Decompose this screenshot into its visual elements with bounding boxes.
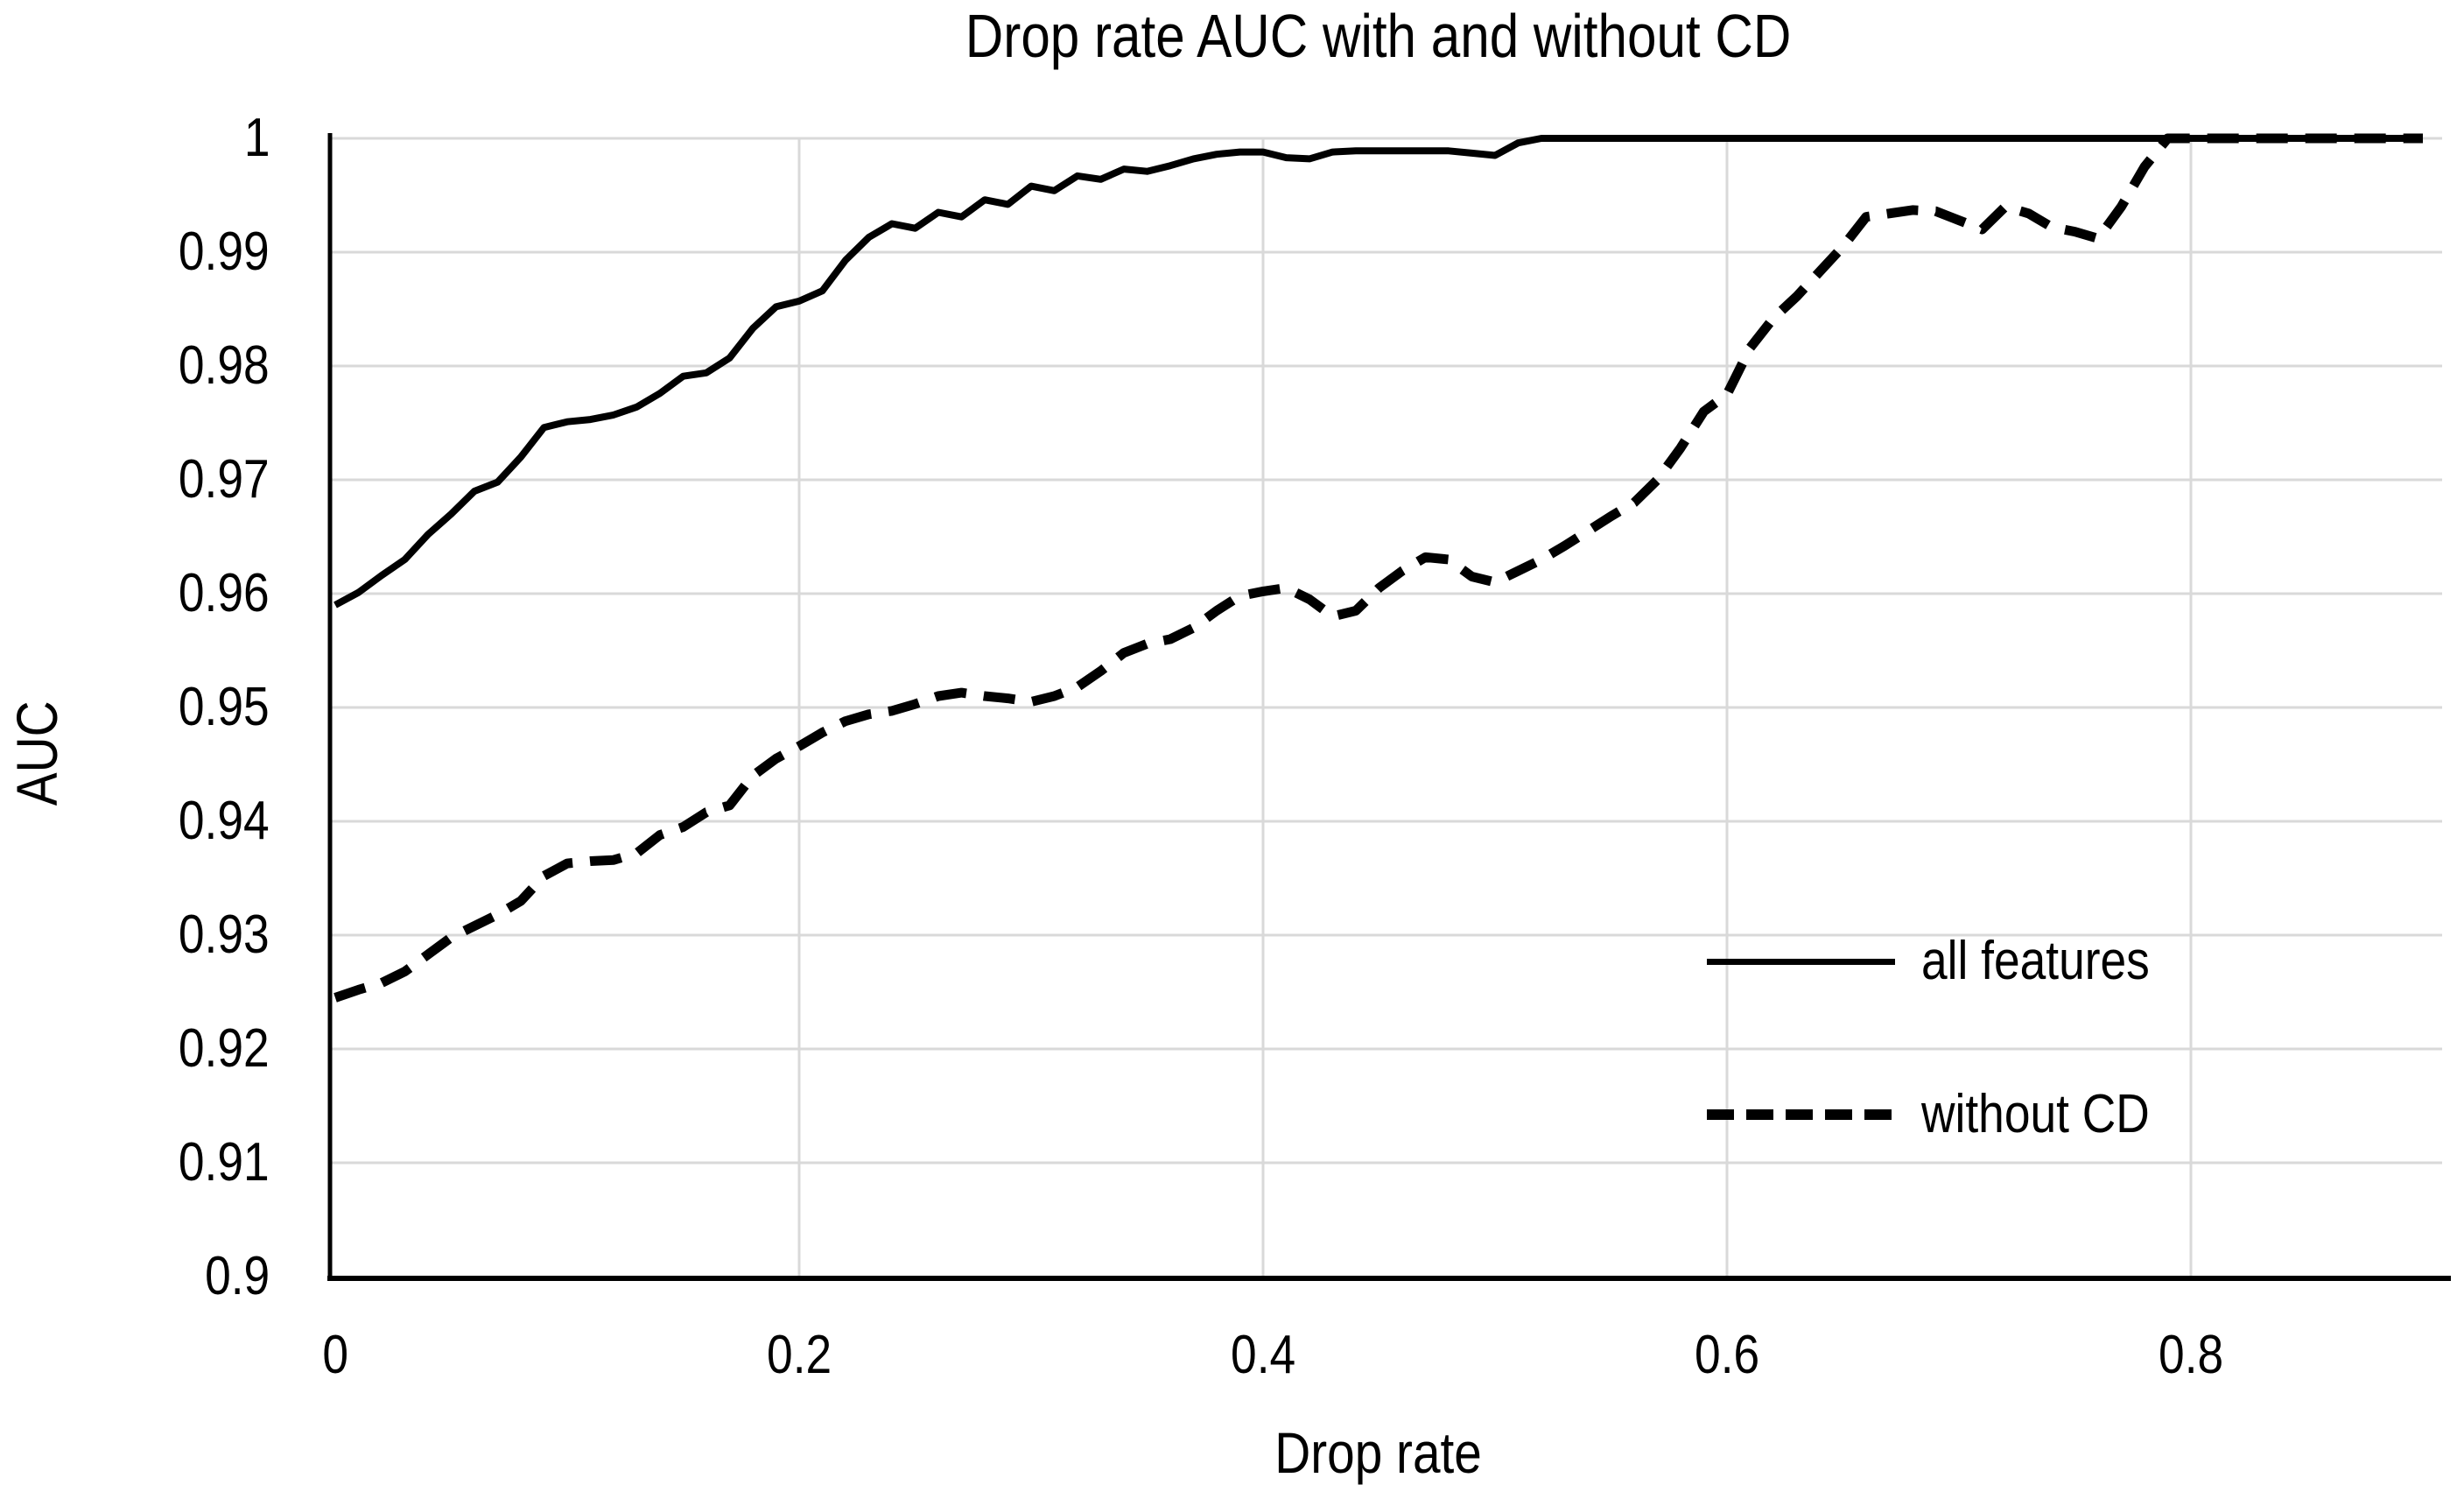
y-tick-label: 0.93 xyxy=(0,904,270,966)
y-tick-label-text: 0.92 xyxy=(179,1018,270,1079)
y-tick-label-text: 0.94 xyxy=(179,791,270,851)
y-tick-label: 0.99 xyxy=(0,222,270,283)
series-line-without-CD xyxy=(333,133,2423,1003)
legend-line-solid xyxy=(1707,958,1895,965)
x-tick-label: 0.6 xyxy=(1631,1325,1823,1386)
chart-title-text: Drop rate AUC with and without CD xyxy=(965,2,1792,70)
x-axis-title-text: Drop rate xyxy=(1274,1420,1483,1485)
y-tick-label-text: 0.9 xyxy=(204,1246,270,1306)
y-tick-label-text: 0.98 xyxy=(179,335,270,396)
y-tick-label-text: 0.93 xyxy=(179,904,270,965)
legend-label-all-features: all features xyxy=(1921,931,2150,991)
y-tick-label-text: 0.91 xyxy=(179,1132,270,1193)
x-axis-title: Drop rate xyxy=(293,1420,2464,1485)
x-tick-label-text: 0.8 xyxy=(2158,1325,2224,1385)
x-tick-label-text: 0.6 xyxy=(1694,1325,1760,1385)
y-tick-label: 0.96 xyxy=(0,563,270,624)
y-tick-label: 0.98 xyxy=(0,335,270,397)
x-tick-label: 0 xyxy=(239,1325,432,1386)
y-tick-label-text: 0.96 xyxy=(179,563,270,623)
y-tick-label: 1 xyxy=(0,108,270,169)
y-tick-label: 0.94 xyxy=(0,791,270,852)
y-tick-label-text: 1 xyxy=(243,108,270,168)
x-tick-label: 0.4 xyxy=(1167,1325,1359,1386)
y-tick-label-text: 0.99 xyxy=(179,222,270,282)
x-tick-label-text: 0.2 xyxy=(766,1325,832,1385)
y-tick-label-text: 0.97 xyxy=(179,449,270,510)
x-tick-label: 0.2 xyxy=(703,1325,895,1386)
legend-label-without-cd: without CD xyxy=(1921,1084,2150,1144)
y-tick-label: 0.92 xyxy=(0,1018,270,1080)
y-tick-label: 0.95 xyxy=(0,677,270,738)
y-tick-label-text: 0.95 xyxy=(179,677,270,737)
y-tick-label: 0.9 xyxy=(0,1246,270,1307)
legend-line-dashed xyxy=(1707,1109,1895,1120)
legend-item-without-cd: without CD xyxy=(1707,1080,2187,1150)
legend: all features without CD xyxy=(1707,926,2187,1150)
chart-title: Drop rate AUC with and without CD xyxy=(293,2,2464,70)
y-tick-label: 0.91 xyxy=(0,1132,270,1193)
x-tick-label-text: 0 xyxy=(322,1325,348,1385)
x-tick-label-text: 0.4 xyxy=(1230,1325,1296,1385)
series-line-all-features xyxy=(333,135,2423,609)
x-tick-label: 0.8 xyxy=(2095,1325,2287,1386)
y-tick-label: 0.97 xyxy=(0,449,270,510)
legend-item-all-features: all features xyxy=(1707,926,2187,996)
